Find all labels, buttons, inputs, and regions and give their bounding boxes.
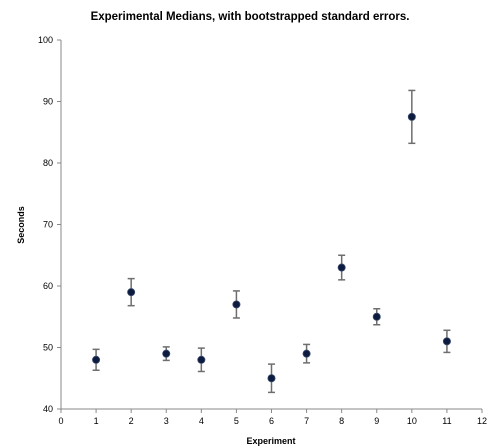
x-tick-label: 11 — [442, 416, 451, 426]
data-point — [92, 355, 101, 364]
x-tick-label: 8 — [339, 416, 344, 426]
y-tick-label: 50 — [43, 343, 53, 353]
x-axis-title: Experiment — [246, 436, 295, 446]
data-point — [337, 263, 346, 272]
data-point — [127, 288, 136, 297]
y-tick-label: 40 — [43, 404, 53, 414]
x-tick-label: 12 — [477, 416, 487, 426]
x-tick-labels: 0 1 2 3 4 5 6 7 8 9 10 11 12 — [58, 416, 487, 426]
data-point — [197, 355, 206, 364]
y-tick-label: 60 — [43, 281, 53, 291]
x-tick-label: 2 — [129, 416, 134, 426]
x-tick-label: 5 — [234, 416, 239, 426]
data-point — [372, 312, 381, 321]
y-tick-label: 90 — [43, 97, 53, 107]
axes — [57, 39, 483, 413]
x-tick-label: 7 — [304, 416, 309, 426]
data-point — [407, 112, 416, 121]
x-tick-label: 10 — [407, 416, 417, 426]
y-tick-label: 70 — [43, 220, 53, 230]
x-tick-label: 0 — [58, 416, 63, 426]
data-point — [162, 349, 171, 358]
error-bars — [92, 89, 451, 394]
x-tick-label: 9 — [374, 416, 379, 426]
x-tick-label: 3 — [164, 416, 169, 426]
x-tick-label: 1 — [94, 416, 99, 426]
x-tick-label: 4 — [199, 416, 204, 426]
data-point — [267, 374, 276, 383]
x-tick-label: 6 — [269, 416, 274, 426]
chart-title: Experimental Medians, with bootstrapped … — [91, 11, 410, 23]
data-points — [92, 112, 451, 383]
y-axis-title: Seconds — [16, 206, 26, 244]
y-tick-label: 100 — [38, 35, 53, 45]
data-point — [232, 300, 241, 309]
y-tick-label: 80 — [43, 158, 53, 168]
y-tick-labels: 40 50 60 70 80 90 100 — [38, 35, 53, 414]
data-point — [302, 349, 311, 358]
data-point — [442, 337, 451, 346]
